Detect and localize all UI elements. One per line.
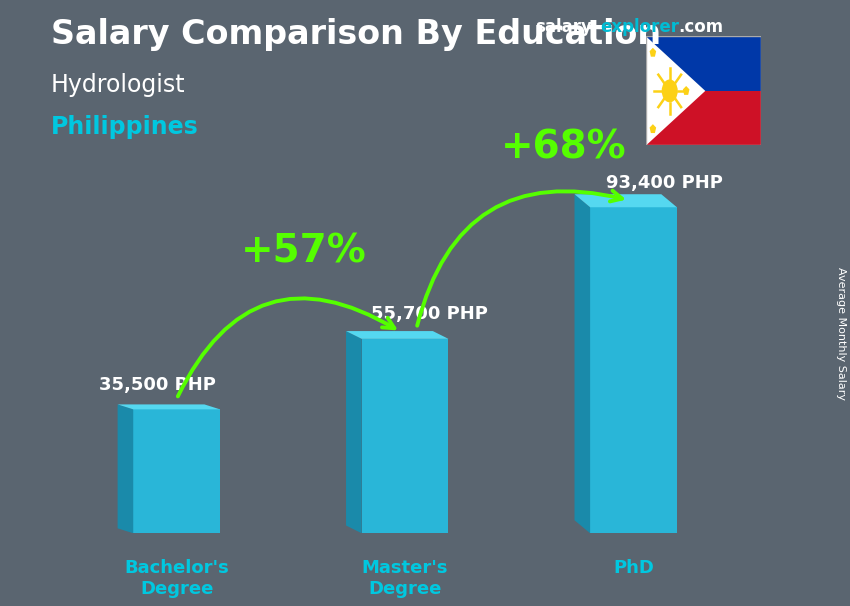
Text: Master's
Degree: Master's Degree (362, 559, 448, 598)
FancyBboxPatch shape (590, 207, 677, 533)
Polygon shape (646, 36, 706, 145)
Text: Average Monthly Salary: Average Monthly Salary (836, 267, 846, 400)
Polygon shape (346, 331, 449, 339)
Text: PhD: PhD (613, 559, 654, 578)
Polygon shape (117, 404, 133, 533)
Text: +57%: +57% (241, 232, 366, 270)
Polygon shape (575, 194, 590, 533)
Text: salary: salary (536, 18, 592, 36)
Text: Philippines: Philippines (51, 115, 199, 139)
Text: Bachelor's
Degree: Bachelor's Degree (124, 559, 229, 598)
Polygon shape (346, 331, 361, 533)
Polygon shape (649, 48, 656, 57)
Polygon shape (683, 86, 689, 95)
Text: +68%: +68% (501, 128, 626, 167)
Text: .com: .com (678, 18, 723, 36)
Text: Hydrologist: Hydrologist (51, 73, 185, 97)
Polygon shape (646, 36, 761, 91)
Polygon shape (575, 194, 677, 207)
Circle shape (661, 79, 677, 102)
Text: 35,500 PHP: 35,500 PHP (99, 376, 216, 394)
Text: 55,700 PHP: 55,700 PHP (371, 305, 488, 323)
FancyBboxPatch shape (361, 339, 449, 533)
Polygon shape (649, 124, 656, 133)
Text: Salary Comparison By Education: Salary Comparison By Education (51, 18, 661, 51)
FancyBboxPatch shape (133, 410, 220, 533)
Polygon shape (646, 91, 761, 145)
Text: explorer: explorer (600, 18, 679, 36)
Polygon shape (117, 404, 220, 410)
Text: 93,400 PHP: 93,400 PHP (606, 175, 723, 193)
